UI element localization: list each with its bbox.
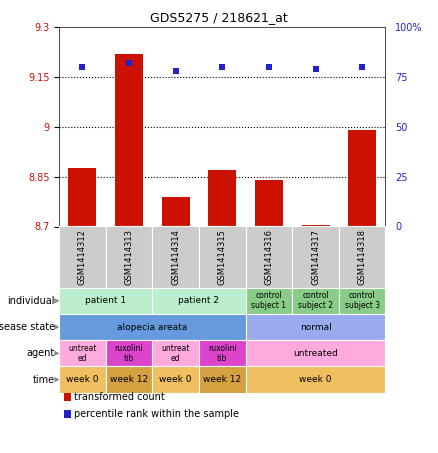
Text: GSM1414312: GSM1414312	[78, 229, 87, 285]
Bar	[301, 225, 329, 226]
Text: percentile rank within the sample: percentile rank within the sample	[74, 409, 240, 419]
Text: untreat
ed: untreat ed	[162, 344, 190, 363]
Text: untreated: untreated	[293, 349, 338, 358]
Text: normal: normal	[300, 323, 332, 332]
Text: patient 2: patient 2	[178, 296, 219, 305]
Text: week 12: week 12	[110, 375, 148, 384]
Bar	[162, 197, 190, 226]
Bar	[68, 169, 96, 226]
Text: time: time	[32, 375, 55, 385]
Text: GSM1414317: GSM1414317	[311, 229, 320, 285]
Text: control
subject 2: control subject 2	[298, 291, 333, 310]
Bar	[348, 130, 376, 226]
Text: week 12: week 12	[203, 375, 241, 384]
Text: control
subject 1: control subject 1	[251, 291, 286, 310]
Text: individual: individual	[7, 296, 55, 306]
Text: untreat
ed: untreat ed	[68, 344, 97, 363]
Text: disease state: disease state	[0, 322, 55, 332]
Bar	[115, 54, 143, 226]
Text: ruxolini
tib: ruxolini tib	[115, 344, 143, 363]
Text: GSM1414314: GSM1414314	[171, 229, 180, 285]
Text: GSM1414315: GSM1414315	[218, 229, 227, 285]
Text: agent: agent	[27, 348, 55, 358]
Text: alopecia areata: alopecia areata	[117, 323, 187, 332]
Text: patient 1: patient 1	[85, 296, 126, 305]
Text: ruxolini
tib: ruxolini tib	[208, 344, 237, 363]
Text: control
subject 3: control subject 3	[345, 291, 380, 310]
Text: week 0: week 0	[159, 375, 192, 384]
Bar	[208, 170, 236, 226]
Text: transformed count: transformed count	[74, 392, 165, 402]
Text: GSM1414318: GSM1414318	[358, 229, 367, 285]
Bar	[255, 180, 283, 226]
Text: GSM1414316: GSM1414316	[265, 229, 273, 285]
Text: week 0: week 0	[66, 375, 99, 384]
Text: week 0: week 0	[299, 375, 332, 384]
Text: GSM1414313: GSM1414313	[124, 229, 134, 285]
Text: GDS5275 / 218621_at: GDS5275 / 218621_at	[150, 11, 288, 24]
